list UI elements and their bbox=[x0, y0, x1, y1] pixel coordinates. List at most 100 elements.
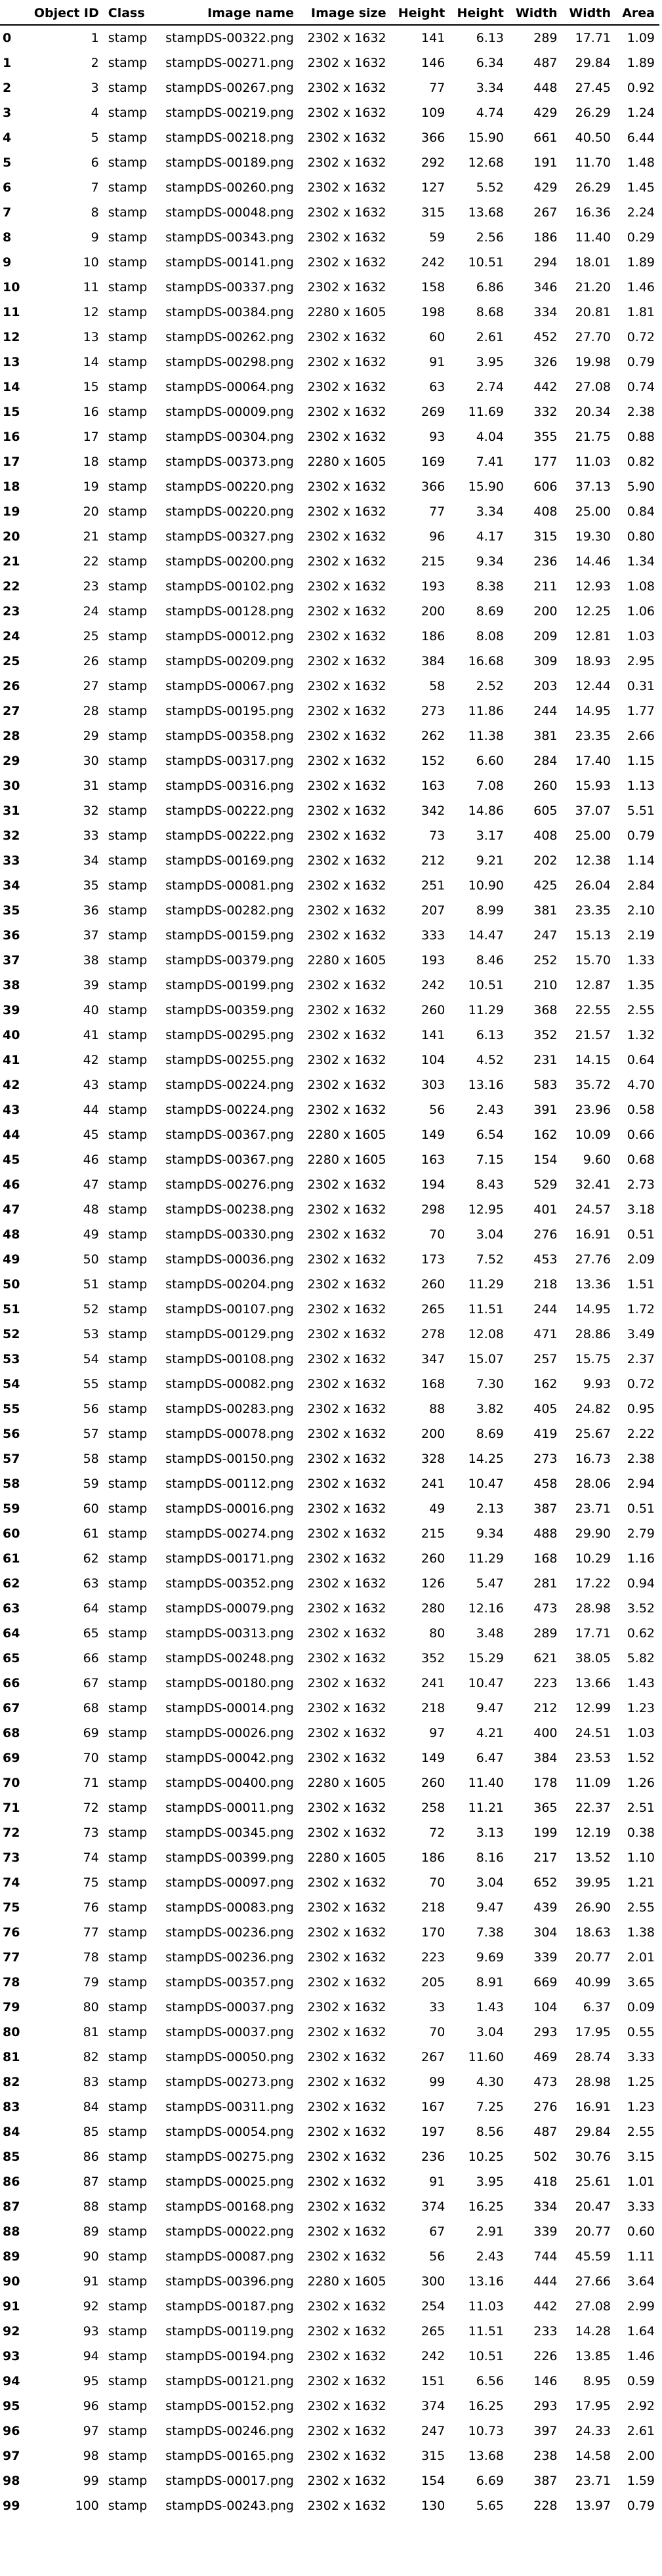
height-px-cell: 200 bbox=[421, 604, 445, 619]
height-px-cell: 265 bbox=[421, 1302, 445, 1317]
row-index: 36 bbox=[3, 928, 20, 943]
area-cell: 1.09 bbox=[627, 31, 655, 45]
table-row: 1 2 stamp stampDS-00271.png 2302 x 1632 146 6.… bbox=[0, 51, 659, 75]
width-px-cell: 346 bbox=[533, 280, 558, 295]
width-pct-cell: 26.29 bbox=[575, 180, 611, 195]
image-size-cell: 2302 x 1632 bbox=[307, 1177, 386, 1192]
object-id-cell: 62 bbox=[83, 1551, 99, 1566]
height-pct-cell: 1.43 bbox=[476, 2000, 505, 2014]
width-px-cell: 387 bbox=[533, 2474, 558, 2488]
width-px-cell: 217 bbox=[533, 1850, 558, 1865]
image-size-cell: 2302 x 1632 bbox=[307, 1726, 386, 1740]
class-cell: stamp bbox=[108, 1078, 148, 1092]
image-size-cell: 2302 x 1632 bbox=[307, 1801, 386, 1815]
image-name-cell: stampDS-00262.png bbox=[165, 330, 294, 344]
height-px-cell: 77 bbox=[429, 81, 445, 95]
area-cell: 2.01 bbox=[627, 1950, 655, 1965]
height-px-cell: 205 bbox=[421, 1975, 445, 1990]
area-cell: 0.29 bbox=[627, 230, 655, 245]
image-size-cell: 2302 x 1632 bbox=[307, 180, 386, 195]
width-pct-cell: 16.36 bbox=[575, 205, 611, 220]
height-px-cell: 251 bbox=[421, 878, 445, 893]
width-pct-cell: 19.30 bbox=[575, 529, 611, 544]
image-name-cell: stampDS-00189.png bbox=[165, 155, 294, 170]
width-px-cell: 469 bbox=[533, 2050, 558, 2064]
width-pct-cell: 20.77 bbox=[575, 1950, 611, 1965]
image-name-cell: stampDS-00016.png bbox=[165, 1502, 294, 1516]
image-name-cell: stampDS-00171.png bbox=[165, 1551, 294, 1566]
table-row: 33 34 stamp stampDS-00169.png 2302 x 1632 212… bbox=[0, 848, 659, 873]
width-px-cell: 212 bbox=[533, 1701, 558, 1715]
width-pct-cell: 20.81 bbox=[575, 305, 611, 319]
image-name-cell: stampDS-00222.png bbox=[165, 804, 294, 818]
table-row: 7 8 stamp stampDS-00048.png 2302 x 1632 315 13… bbox=[0, 200, 659, 225]
width-pct-cell: 28.98 bbox=[575, 2075, 611, 2089]
image-size-cell: 2302 x 1632 bbox=[307, 1402, 386, 1416]
image-size-cell: 2302 x 1632 bbox=[307, 903, 386, 918]
height-pct-cell: 3.95 bbox=[476, 2175, 505, 2189]
height-px-cell: 33 bbox=[429, 2000, 445, 2014]
row-index: 82 bbox=[3, 2075, 20, 2089]
width-px-cell: 273 bbox=[533, 1452, 558, 1466]
height-pct-cell: 12.95 bbox=[468, 1202, 505, 1217]
object-id-cell: 35 bbox=[83, 878, 99, 893]
area-cell: 2.22 bbox=[627, 1427, 655, 1441]
row-index: 88 bbox=[3, 2224, 20, 2239]
width-px-cell: 352 bbox=[533, 1028, 558, 1042]
width-px-cell: 210 bbox=[533, 978, 558, 992]
row-index: 31 bbox=[3, 804, 20, 818]
class-cell: stamp bbox=[108, 554, 148, 569]
row-index: 96 bbox=[3, 2424, 20, 2438]
class-cell: stamp bbox=[108, 1003, 148, 1017]
width-px-cell: 309 bbox=[533, 654, 558, 668]
area-cell: 1.43 bbox=[627, 1676, 655, 1690]
image-size-cell: 2302 x 1632 bbox=[307, 1502, 386, 1516]
width-pct-cell: 40.50 bbox=[575, 131, 611, 145]
width-pct-cell: 25.67 bbox=[575, 1427, 611, 1441]
height-px-cell: 141 bbox=[421, 1028, 445, 1042]
area-cell: 0.79 bbox=[627, 828, 655, 843]
image-size-cell: 2302 x 1632 bbox=[307, 2449, 386, 2463]
row-index: 41 bbox=[3, 1053, 20, 1067]
object-id-cell: 5 bbox=[91, 131, 99, 145]
height-pct-cell: 12.08 bbox=[468, 1327, 505, 1341]
height-px-cell: 130 bbox=[421, 2499, 445, 2513]
table-row: 56 57 stamp stampDS-00078.png 2302 x 1632 200… bbox=[0, 1421, 659, 1446]
area-cell: 0.79 bbox=[627, 2499, 655, 2513]
image-name-cell: stampDS-00121.png bbox=[165, 2374, 294, 2388]
image-name-cell: stampDS-00048.png bbox=[165, 205, 294, 220]
table-row: 48 49 stamp stampDS-00330.png 2302 x 1632 70 3… bbox=[0, 1222, 659, 1247]
object-id-cell: 32 bbox=[83, 804, 99, 818]
width-pct-cell: 12.81 bbox=[575, 629, 611, 644]
height-pct-cell: 6.56 bbox=[476, 2374, 505, 2388]
width-pct-cell: 30.76 bbox=[575, 2150, 611, 2164]
image-name-cell: stampDS-00274.png bbox=[165, 1526, 294, 1541]
width-pct-cell: 25.00 bbox=[575, 828, 611, 843]
height-pct-cell: 9.34 bbox=[476, 1526, 505, 1541]
width-pct-cell: 17.95 bbox=[575, 2399, 611, 2413]
image-size-cell: 2302 x 1632 bbox=[307, 1676, 386, 1690]
width-px-cell: 453 bbox=[533, 1252, 558, 1267]
image-name-cell: stampDS-00064.png bbox=[165, 380, 294, 394]
width-px-cell: 315 bbox=[533, 529, 558, 544]
row-index: 98 bbox=[3, 2474, 20, 2488]
class-cell: stamp bbox=[108, 2000, 148, 2014]
area-cell: 2.00 bbox=[627, 2449, 655, 2463]
width-px-cell: 162 bbox=[533, 1128, 558, 1142]
object-id-cell: 57 bbox=[83, 1427, 99, 1441]
area-cell: 5.51 bbox=[627, 804, 655, 818]
table-row: 16 17 stamp stampDS-00304.png 2302 x 1632 93 4… bbox=[0, 424, 659, 449]
height-px-cell: 242 bbox=[421, 2349, 445, 2363]
class-cell: stamp bbox=[108, 1801, 148, 1815]
image-size-cell: 2302 x 1632 bbox=[307, 1900, 386, 1915]
width-pct-cell: 27.66 bbox=[575, 2274, 611, 2289]
height-pct-cell: 11.29 bbox=[468, 1551, 505, 1566]
image-size-cell: 2302 x 1632 bbox=[307, 1452, 386, 1466]
column-header-class: Class bbox=[103, 2, 154, 26]
width-pct-cell: 23.35 bbox=[575, 729, 611, 743]
image-name-cell: stampDS-00036.png bbox=[165, 1252, 294, 1267]
image-size-cell: 2302 x 1632 bbox=[307, 2000, 386, 2014]
width-px-cell: 247 bbox=[533, 928, 558, 943]
width-pct-cell: 29.84 bbox=[575, 2125, 611, 2139]
row-index: 5 bbox=[3, 155, 12, 170]
